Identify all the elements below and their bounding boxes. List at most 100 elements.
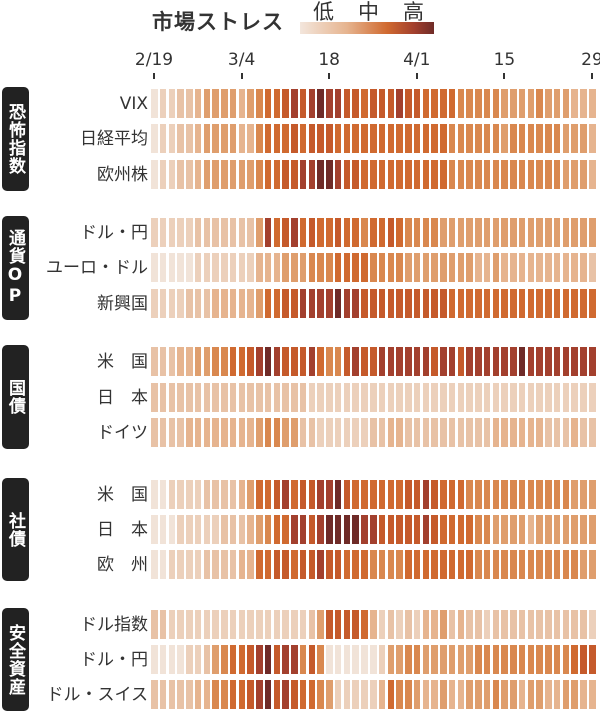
heatmap-cell — [212, 680, 219, 709]
heatmap-cell — [186, 550, 193, 579]
heatmap-cell — [159, 383, 167, 412]
heatmap-cell — [186, 383, 193, 412]
heatmap-cell — [571, 124, 578, 153]
heatmap-cell — [405, 218, 412, 247]
heatmap-cell — [562, 160, 570, 189]
heatmap-cell — [168, 550, 176, 579]
heatmap-cell — [483, 680, 491, 709]
heatmap-cell — [457, 610, 465, 639]
heatmap-cell — [422, 347, 430, 376]
legend-low-label: 低 — [313, 0, 334, 24]
heatmap-cell — [256, 289, 263, 318]
heatmap-cell — [238, 645, 246, 674]
heatmap-cell — [518, 550, 526, 579]
heatmap-cell — [273, 253, 281, 282]
heatmap-cell — [378, 610, 386, 639]
heatmap-cell — [212, 480, 219, 509]
heatmap-cell — [431, 160, 438, 189]
heatmap-cell — [194, 253, 202, 282]
heatmap-cell — [168, 645, 176, 674]
heatmap-cell — [352, 418, 359, 447]
heatmap-cell — [510, 418, 517, 447]
heatmap-cell — [221, 383, 228, 412]
heatmap-cell — [475, 645, 482, 674]
heatmap-cell — [501, 124, 508, 153]
heatmap-cell — [510, 253, 517, 282]
heatmap-cell — [510, 480, 517, 509]
legend-title: 市場ストレス — [152, 10, 284, 34]
heatmap-cell — [151, 347, 158, 376]
heatmap-cell — [151, 515, 158, 544]
heatmap-cell — [527, 89, 535, 118]
heatmap-cell — [343, 515, 351, 544]
heatmap-cell — [238, 347, 246, 376]
heatmap-cell — [475, 89, 482, 118]
heatmap-cell — [475, 124, 482, 153]
heatmap-cell — [483, 645, 491, 674]
heatmap-cell — [361, 160, 368, 189]
heatmap-cell — [440, 515, 447, 544]
heatmap-cell — [264, 124, 272, 153]
heatmap-cell — [264, 347, 272, 376]
heatmap-cell — [553, 550, 561, 579]
heatmap-cell — [518, 253, 526, 282]
row-label: 米 国 — [97, 352, 148, 372]
heatmap-cell — [308, 289, 316, 318]
heatmap-cell — [177, 610, 184, 639]
heatmap-cell — [396, 550, 403, 579]
x-tick-label: 2/19 — [134, 50, 174, 70]
heatmap-cell — [361, 645, 368, 674]
heatmap-cell — [510, 550, 517, 579]
row-label: 日 本 — [97, 520, 148, 540]
heatmap-cell — [580, 383, 587, 412]
heatmap-cell — [221, 160, 228, 189]
heatmap-cell — [466, 289, 473, 318]
heatmap-cell — [431, 645, 438, 674]
heatmap-cell — [553, 680, 561, 709]
heatmap-cell — [536, 515, 543, 544]
heatmap-cell — [352, 89, 359, 118]
heatmap-cell — [291, 480, 298, 509]
heatmap-cell — [343, 610, 351, 639]
heatmap-cell — [229, 480, 237, 509]
heatmap-cell — [553, 253, 561, 282]
heatmap-cell — [291, 253, 298, 282]
heatmap-cell — [387, 550, 395, 579]
heatmap-cell — [405, 610, 412, 639]
heatmap-cell — [378, 253, 386, 282]
heatmap-cell — [501, 645, 508, 674]
heatmap-cell — [168, 253, 176, 282]
heatmap-cell — [308, 253, 316, 282]
heatmap-cell — [405, 680, 412, 709]
heatmap-cell — [370, 253, 377, 282]
heatmap-cell — [510, 124, 517, 153]
heatmap-cell — [247, 680, 254, 709]
heatmap-cell — [317, 160, 324, 189]
heatmap-cell — [247, 550, 254, 579]
heatmap-cell — [475, 289, 482, 318]
heatmap-cell — [405, 480, 412, 509]
heatmap-cell — [545, 124, 552, 153]
group-label: 安全資産 — [2, 608, 29, 711]
heatmap-cell — [247, 124, 254, 153]
heatmap-cell — [440, 550, 447, 579]
heatmap-cell — [168, 160, 176, 189]
heatmap-cell — [492, 550, 500, 579]
heatmap-cell — [580, 160, 587, 189]
heatmap-cell — [589, 550, 596, 579]
heatmap-cell — [483, 253, 491, 282]
heatmap-cell — [545, 383, 552, 412]
heatmap-cell — [492, 160, 500, 189]
heatmap-cell — [194, 160, 202, 189]
heatmap-cell — [299, 383, 307, 412]
heatmap-cell — [221, 124, 228, 153]
heatmap-cell — [177, 218, 184, 247]
heatmap-cell — [273, 218, 281, 247]
heatmap-cell — [553, 89, 561, 118]
heatmap-cell — [448, 160, 456, 189]
heatmap-cell — [151, 253, 158, 282]
legend-color-bar — [300, 22, 434, 34]
heatmap-cell — [466, 645, 473, 674]
heatmap-cell — [589, 289, 596, 318]
heatmap-cell — [229, 610, 237, 639]
